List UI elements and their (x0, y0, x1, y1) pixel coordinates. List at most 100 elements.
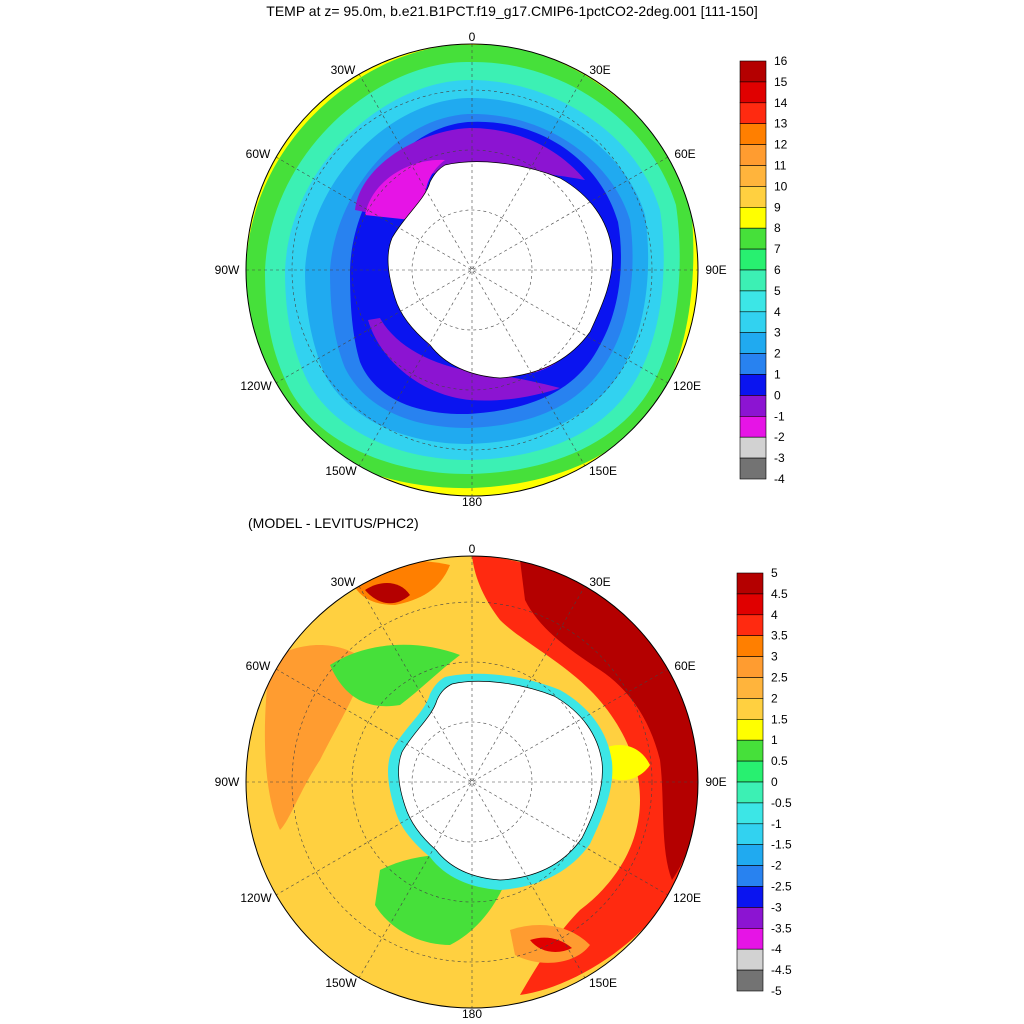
bottom-colorbar-label: -4.5 (771, 963, 792, 977)
bottom-colorbar-swatch (736, 927, 764, 950)
bottom-colorbar-label: 1 (771, 733, 778, 747)
bottom-colorbar-label: -1.5 (771, 838, 792, 852)
bottom-colorbar-swatch (736, 718, 764, 741)
bottom-colorbar-label: -3.5 (771, 921, 792, 935)
top-colorbar-label: 8 (774, 221, 781, 235)
bottom-colorbar-swatch (736, 593, 764, 616)
top-colorbar-swatch (739, 395, 767, 417)
bottom-colorbar-swatch (736, 907, 764, 929)
bottom-colorbar-label: -4 (771, 942, 782, 956)
top-longitude-labels: 0 30E 60E 90E 120E 150E 180 150W 120W 90… (215, 30, 727, 509)
bottom-colorbar-label: -2.5 (771, 880, 792, 894)
top-colorbar-label: 3 (774, 326, 781, 340)
bottom-colorbar-label: -1 (771, 817, 782, 831)
top-colorbar-label: 16 (774, 54, 788, 68)
top-lon-90e: 90E (705, 263, 726, 277)
bot-region-darkred (520, 560, 698, 880)
bottom-colorbar-label: 2 (771, 691, 778, 705)
bot-lon-30w: 30W (331, 575, 356, 589)
bot-lon-60w: 60W (246, 659, 271, 673)
bottom-colorbar-swatch (736, 656, 764, 678)
bottom-colorbar-swatch (736, 969, 764, 992)
bottom-colorbar-swatch (736, 739, 764, 762)
top-lon-60w: 60W (246, 147, 271, 161)
bot-region-darkred-nw (365, 583, 410, 604)
top-colorbar-label: -1 (774, 409, 785, 423)
top-colorbar-swatch (739, 207, 767, 229)
top-lon-180: 180 (462, 495, 482, 509)
top-colorbar-label: 7 (774, 242, 781, 256)
top-colorbar-swatch (739, 415, 767, 438)
top-colorbar-label: 10 (774, 179, 788, 193)
bottom-colorbar-swatch (736, 698, 764, 720)
bottom-colorbar-label: 2.5 (771, 671, 788, 685)
bot-lon-90e: 90E (705, 775, 726, 789)
top-colorbar-swatch (739, 311, 767, 333)
top-colorbar-swatch (739, 144, 767, 166)
top-graticule (246, 44, 698, 496)
top-colorbar-label: -2 (774, 430, 785, 444)
bottom-colorbar-swatch (736, 823, 764, 845)
top-colorbar-label: 12 (774, 138, 788, 152)
bottom-graticule (246, 556, 698, 1008)
top-lon-120w: 120W (240, 379, 272, 393)
bottom-colorbar-label: -0.5 (771, 796, 792, 810)
bottom-colorbar-label: 3.5 (771, 629, 788, 643)
bot-lon-0: 0 (469, 542, 476, 556)
bottom-colorbar-label: 1.5 (771, 712, 788, 726)
top-lon-30e: 30E (589, 63, 610, 77)
bottom-colorbar-swatch (736, 948, 764, 971)
top-colorbar-swatch (739, 227, 767, 250)
top-colorbar-swatch (739, 290, 767, 313)
bottom-colorbar-swatch (736, 781, 764, 804)
top-lon-0: 0 (469, 30, 476, 44)
bottom-colorbar-label: -3 (771, 900, 782, 914)
bottom-colorbar-label: 4 (771, 608, 778, 622)
bottom-colorbar-label: -2 (771, 859, 782, 873)
bottom-longitude-labels: 0 30E 60E 90E 120E 150E 180 150W 120W 90… (215, 542, 727, 1021)
top-lon-150w: 150W (325, 464, 357, 478)
bot-lon-120w: 120W (240, 891, 272, 905)
bot-lon-30e: 30E (589, 575, 610, 589)
top-colorbar-label: -3 (774, 451, 785, 465)
top-colorbar-label: 9 (774, 200, 781, 214)
bot-lon-150e: 150E (589, 976, 617, 990)
top-colorbar-swatch (739, 353, 767, 375)
bottom-panel-title: (MODEL - LEVITUS/PHC2) (248, 515, 419, 531)
top-band-purple-upper (355, 128, 585, 215)
top-map-border (245, 43, 699, 497)
top-colorbar-swatch (739, 248, 767, 271)
bottom-colorbar-swatch (736, 886, 764, 908)
top-colorbar-swatch (739, 60, 767, 83)
top-colorbar-swatch (739, 374, 767, 396)
top-lon-30w: 30W (331, 63, 356, 77)
bottom-colorbar-label: 3 (771, 650, 778, 664)
top-colorbar-swatch (739, 165, 767, 187)
top-colorbar-label: 13 (774, 117, 788, 131)
bottom-colorbar-label: -5 (771, 984, 782, 998)
bottom-colorbar-swatch (736, 760, 764, 783)
top-colorbar-label: 0 (774, 388, 781, 402)
bottom-colorbar-swatch (736, 677, 764, 699)
top-colorbar-swatch (739, 269, 767, 292)
bottom-colorbar: 5 4.5 4 3.5 3 2.5 2 1.5 1 0.5 0 -0.5 -1 -1.5 -2 -2.5 -3 -… (736, 566, 792, 998)
top-lon-60e: 60E (674, 147, 695, 161)
top-colorbar-swatch (739, 186, 767, 208)
bottom-colorbar-swatch (736, 865, 764, 887)
top-colorbar-label: 5 (774, 284, 781, 298)
bottom-colorbar-label: 5 (771, 566, 778, 580)
top-colorbar-label: 11 (774, 159, 787, 173)
top-colorbar-swatch (739, 81, 767, 104)
bot-antarctica (398, 680, 603, 881)
bot-region-green-upper (330, 644, 460, 707)
bottom-colorbar-label: 0 (771, 775, 778, 789)
bottom-map-border (245, 555, 699, 1009)
top-colorbar-label: -4 (774, 472, 785, 486)
top-colorbar-label: 1 (774, 368, 781, 382)
bottom-colorbar-label: 4.5 (771, 587, 788, 601)
top-colorbar-swatch (739, 436, 767, 459)
top-colorbar-swatch (739, 332, 767, 354)
top-panel-title: TEMP at z= 95.0m, b.e21.B1PCT.f19_g17.CM… (266, 3, 757, 19)
